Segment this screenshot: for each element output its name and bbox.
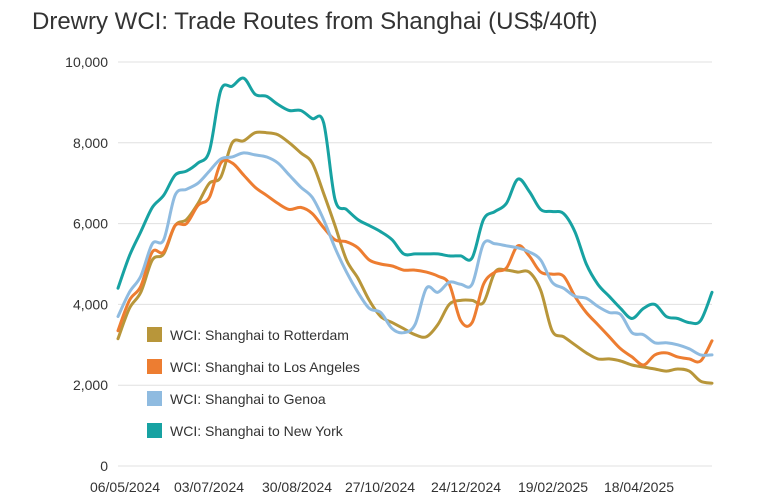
legend-swatch — [147, 423, 162, 438]
x-axis-ticks: 06/05/2024 03/07/2024 30/08/2024 27/10/2024… — [90, 479, 674, 495]
x-tick-label: 24/12/2024 — [431, 479, 501, 495]
series-line-shanghai-to-rotterdam — [116, 130, 714, 385]
legend-label: WCI: Shanghai to Rotterdam — [170, 327, 349, 343]
y-tick-label: 2,000 — [73, 377, 108, 393]
x-tick-label: 30/08/2024 — [262, 479, 332, 495]
series-lines — [116, 76, 714, 385]
y-tick-label: 0 — [100, 458, 108, 474]
y-tick-label: 6,000 — [73, 216, 108, 232]
legend-label: WCI: Shanghai to Genoa — [170, 391, 326, 407]
y-tick-label: 4,000 — [73, 296, 108, 312]
chart-title: Drewry WCI: Trade Routes from Shanghai (… — [32, 8, 598, 35]
x-tick-label: 03/07/2024 — [174, 479, 244, 495]
legend-label: WCI: Shanghai to Los Angeles — [170, 359, 360, 375]
series-line-shanghai-to-los-angeles — [116, 158, 714, 367]
series-line-shanghai-to-new-york — [116, 76, 714, 326]
legend: WCI: Shanghai to Rotterdam WCI: Shanghai … — [147, 327, 360, 439]
x-tick-label: 19/02/2025 — [518, 479, 588, 495]
y-tick-label: 8,000 — [73, 135, 108, 151]
legend-label: WCI: Shanghai to New York — [170, 423, 344, 439]
legend-swatch — [147, 327, 162, 342]
y-tick-label: 10,000 — [65, 54, 108, 70]
grid-lines — [118, 61, 712, 467]
x-tick-label: 27/10/2024 — [345, 479, 415, 495]
legend-swatch — [147, 391, 162, 406]
legend-swatch — [147, 359, 162, 374]
x-tick-label: 18/04/2025 — [604, 479, 674, 495]
x-tick-label: 06/05/2024 — [90, 479, 160, 495]
y-axis-ticks: 0 2,000 4,000 6,000 8,000 10,000 — [65, 54, 108, 474]
series-line-shanghai-to-genoa — [116, 151, 714, 357]
